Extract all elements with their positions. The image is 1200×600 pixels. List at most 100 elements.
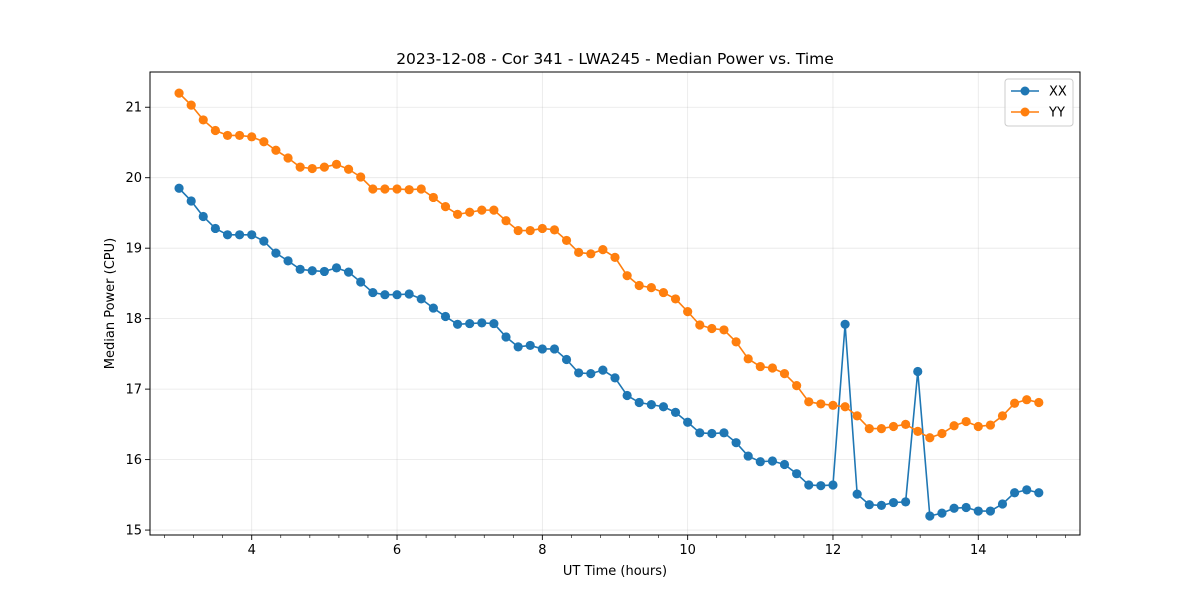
data-point — [622, 390, 632, 401]
data-point — [610, 373, 620, 383]
data-point — [864, 500, 874, 510]
series-yy — [174, 88, 1044, 443]
data-point — [683, 417, 693, 427]
data-point — [186, 196, 196, 206]
data-point — [743, 451, 753, 461]
data-point — [695, 428, 705, 438]
x-tick-label: 8 — [538, 543, 546, 558]
data-point — [816, 399, 826, 409]
x-tick-label: 14 — [970, 543, 987, 558]
data-point — [901, 419, 911, 429]
data-point — [501, 332, 511, 342]
data-point — [392, 290, 402, 300]
data-point — [937, 428, 947, 439]
data-point — [840, 319, 850, 329]
data-point — [234, 130, 245, 141]
data-point — [489, 205, 499, 215]
data-point — [876, 423, 887, 434]
y-tick-label: 21 — [125, 101, 142, 116]
data-point — [368, 184, 378, 194]
y-tick-label: 15 — [125, 524, 142, 539]
x-tick-label: 4 — [248, 543, 256, 558]
data-point — [767, 363, 778, 373]
legend-yy-marker — [1020, 107, 1030, 117]
data-point — [1022, 395, 1032, 405]
y-tick-label: 18 — [125, 312, 142, 327]
data-point — [767, 456, 778, 466]
data-point — [549, 344, 560, 354]
data-point — [440, 311, 451, 322]
data-point — [537, 223, 547, 234]
data-point — [259, 236, 269, 246]
data-point — [198, 115, 208, 125]
data-point — [913, 426, 923, 437]
data-point — [331, 159, 342, 169]
data-point — [876, 500, 887, 511]
y-axis-label: Median Power (CPU) — [103, 238, 118, 369]
data-point — [828, 400, 838, 410]
data-point — [816, 481, 826, 491]
data-point — [707, 323, 717, 334]
data-point — [222, 230, 233, 240]
data-point — [561, 235, 572, 246]
data-point — [598, 365, 608, 375]
data-point — [937, 508, 947, 518]
data-point — [247, 132, 257, 142]
x-tick-label: 6 — [393, 543, 401, 558]
legend-xx-label: XX — [1049, 85, 1067, 100]
data-point — [658, 287, 669, 298]
data-point — [719, 325, 729, 335]
data-point — [997, 499, 1008, 509]
data-point — [356, 172, 366, 182]
data-point — [707, 428, 717, 439]
data-point — [804, 480, 814, 490]
data-point — [719, 428, 729, 438]
data-point — [743, 354, 753, 364]
data-point — [888, 421, 899, 432]
data-point — [525, 225, 535, 236]
data-point — [465, 207, 475, 217]
data-point — [513, 342, 523, 352]
y-tick-label: 19 — [125, 242, 142, 257]
data-point — [380, 184, 390, 194]
data-point — [925, 511, 935, 521]
data-point — [913, 366, 923, 377]
data-point — [416, 294, 426, 304]
data-point — [985, 420, 996, 430]
data-point — [452, 319, 463, 329]
data-point — [452, 209, 463, 219]
legend-yy-label: YY — [1048, 106, 1065, 121]
data-point — [646, 400, 656, 410]
y-tick-label: 16 — [125, 453, 142, 468]
data-point — [731, 337, 741, 347]
data-point — [174, 183, 184, 193]
data-point — [186, 100, 196, 110]
data-point — [852, 489, 862, 499]
data-point — [283, 153, 293, 163]
plot-frame — [149, 71, 1081, 536]
data-point — [973, 421, 983, 432]
data-point — [1010, 398, 1020, 408]
data-point — [622, 271, 632, 281]
data-point — [271, 248, 281, 258]
data-point — [319, 162, 329, 172]
data-point — [210, 223, 220, 234]
data-point — [755, 457, 765, 467]
data-point — [210, 125, 220, 136]
data-point — [586, 249, 596, 259]
data-point — [198, 211, 208, 222]
data-point — [295, 264, 305, 274]
data-point — [1034, 397, 1044, 408]
data-point — [731, 438, 741, 448]
data-point — [670, 294, 681, 304]
data-point — [501, 216, 511, 226]
data-point — [586, 369, 596, 379]
data-point — [428, 192, 438, 203]
data-point — [997, 411, 1008, 421]
data-point — [683, 307, 693, 317]
data-point — [440, 202, 451, 212]
data-point — [961, 416, 971, 427]
data-point — [634, 280, 644, 291]
data-point — [416, 184, 426, 194]
data-point — [973, 506, 983, 516]
